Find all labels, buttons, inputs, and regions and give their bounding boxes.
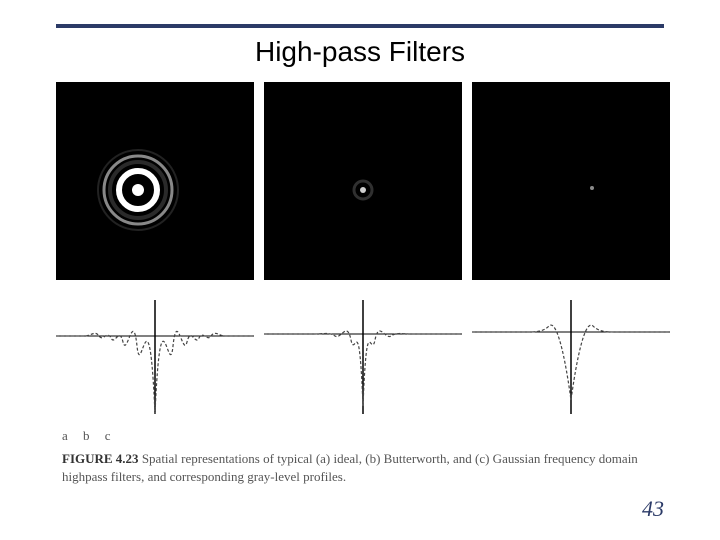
gaussian-hpf-svg <box>472 82 670 280</box>
butterworth-hpf-svg <box>264 82 462 280</box>
butterworth-profile-plot <box>264 298 462 416</box>
ideal-hpf-svg <box>56 82 254 280</box>
slide-title: High-pass Filters <box>0 36 720 68</box>
page-number: 43 <box>642 496 664 522</box>
ideal-hpf-image <box>56 82 254 280</box>
gaussian-profile-svg <box>472 298 670 416</box>
figure-label: FIGURE 4.23 <box>62 451 139 466</box>
top-horizontal-rule <box>56 24 664 28</box>
gaussian-profile-plot <box>472 298 670 416</box>
butterworth-profile-svg <box>264 298 462 416</box>
figure-caption-text: Spatial representations of typical (a) i… <box>62 451 638 484</box>
filter-image-row <box>56 82 664 280</box>
ideal-profile-plot <box>56 298 254 416</box>
butterworth-hpf-image <box>264 82 462 280</box>
profile-plot-row <box>56 298 664 416</box>
figure-caption: FIGURE 4.23 Spatial representations of t… <box>62 450 658 485</box>
ideal-profile-svg <box>56 298 254 416</box>
gaussian-hpf-image <box>472 82 670 280</box>
subfigure-labels: a b c <box>62 428 117 444</box>
